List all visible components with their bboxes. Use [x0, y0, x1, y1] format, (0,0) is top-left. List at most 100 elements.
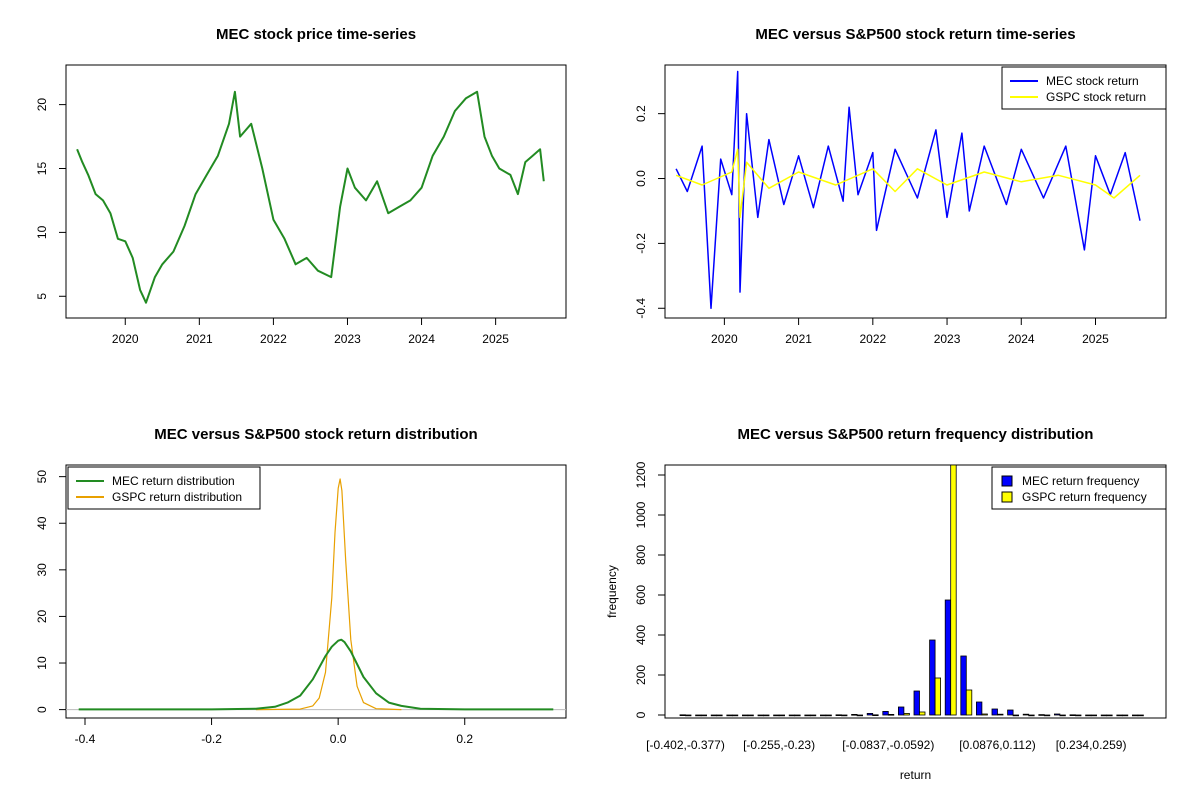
freq-bar	[1085, 714, 1092, 717]
y-tick-label: 400	[634, 625, 648, 645]
freq-bar	[1069, 714, 1076, 716]
freq-bar	[872, 714, 879, 716]
freq-bar	[950, 464, 957, 716]
x-tick-label: 0.0	[330, 732, 347, 746]
series-line	[675, 70, 1141, 310]
y-tick-label: -0.4	[634, 298, 648, 319]
legend-box	[1001, 66, 1167, 110]
freq-bar	[778, 714, 785, 717]
freq-bar	[1028, 714, 1035, 717]
y-axis-label: frequency	[605, 565, 619, 618]
freq-bar	[981, 713, 988, 716]
freq-bar	[991, 708, 998, 716]
y-tick-label: 0.0	[634, 170, 648, 187]
freq-bar	[841, 714, 848, 717]
x-tick-label: 2025	[482, 332, 509, 346]
freq-bar	[997, 713, 1004, 716]
freq-bar	[773, 714, 780, 717]
y-tick-label: 30	[35, 563, 49, 577]
freq-bar	[1132, 714, 1139, 717]
legend-entry: GSPC return distribution	[112, 490, 242, 504]
y-tick-label: 200	[634, 665, 648, 685]
freq-bar	[695, 714, 702, 717]
legend-box	[67, 466, 261, 510]
freq-bar	[898, 706, 905, 716]
x-tick-label: 2025	[1082, 332, 1109, 346]
y-tick-label: 10	[35, 225, 49, 239]
freq-bar	[851, 714, 858, 716]
plot-frame	[664, 464, 1167, 719]
plot-frame	[664, 64, 1167, 319]
freq-bar	[1007, 709, 1014, 716]
x-category-label: [-0.255,-0.23)	[743, 738, 815, 752]
freq-bar	[1116, 714, 1123, 717]
y-tick-label: 20	[35, 609, 49, 623]
freq-bar	[1100, 714, 1108, 717]
series-line	[76, 90, 545, 304]
freq-bar	[804, 714, 811, 717]
legend-swatch	[1001, 491, 1013, 503]
freq-bar	[934, 677, 941, 716]
freq-bar	[742, 714, 749, 717]
freq-bar	[700, 714, 707, 717]
freq-bar	[1054, 713, 1061, 716]
y-tick-label: 800	[634, 545, 648, 565]
y-tick-label: 1000	[634, 501, 648, 528]
y-tick-label: 0.2	[634, 105, 648, 122]
freq-bar	[1137, 714, 1144, 717]
x-tick-label: 2023	[334, 332, 361, 346]
y-tick-label: 0	[35, 706, 49, 713]
freq-bar	[919, 711, 926, 716]
freq-bar	[887, 714, 895, 716]
x-category-label: [-0.402,-0.377)	[646, 738, 725, 752]
plot-title: MEC versus S&P500 stock return distribut…	[154, 426, 477, 443]
plot-frame	[65, 64, 567, 319]
y-tick-label: 0	[634, 711, 648, 718]
series-line	[78, 638, 554, 711]
x-tick-label: -0.4	[75, 732, 96, 746]
freq-bar	[965, 689, 973, 716]
x-tick-label: 2024	[408, 332, 435, 346]
legend-entry: GSPC stock return	[1046, 90, 1146, 104]
y-tick-label: 1200	[634, 461, 648, 488]
freq-bar	[788, 714, 796, 717]
y-tick-label: -0.2	[634, 233, 648, 254]
freq-bar	[809, 714, 817, 717]
freq-bar	[1090, 714, 1097, 717]
x-tick-label: 2021	[186, 332, 213, 346]
freq-bar	[763, 714, 770, 717]
legend-entry: GSPC return frequency	[1022, 490, 1147, 504]
x-tick-label: 2024	[1008, 332, 1035, 346]
freq-bar	[1121, 714, 1129, 717]
y-tick-label: 50	[35, 470, 49, 484]
freq-bar	[1012, 714, 1019, 717]
freq-bar	[679, 714, 686, 716]
freq-bar	[856, 714, 863, 717]
freq-bar	[1075, 714, 1082, 717]
legend-entry: MEC stock return	[1046, 74, 1139, 88]
freq-bar	[882, 711, 889, 716]
freq-bar	[820, 714, 827, 717]
freq-bar	[1043, 714, 1051, 717]
freq-bar	[747, 714, 754, 717]
freq-bar	[835, 714, 842, 716]
legend-entry: MEC return frequency	[1022, 474, 1139, 488]
freq-bar	[944, 599, 952, 716]
x-tick-label: 0.2	[456, 732, 473, 746]
plot-frame	[65, 464, 567, 719]
y-tick-label: 20	[35, 98, 49, 112]
x-tick-label: 2021	[785, 332, 812, 346]
freq-bar	[1106, 714, 1113, 717]
plot-title: MEC stock price time-series	[216, 26, 416, 43]
legend-entry: MEC return distribution	[112, 474, 235, 488]
freq-bar	[825, 714, 832, 717]
x-category-label: [0.0876,0.112)	[959, 738, 1036, 752]
series-line	[675, 148, 1141, 219]
legend-swatch	[1001, 475, 1013, 487]
x-tick-label: 2020	[112, 332, 139, 346]
series-line	[255, 478, 402, 711]
freq-bar	[1022, 713, 1030, 716]
freq-bar	[757, 714, 764, 717]
